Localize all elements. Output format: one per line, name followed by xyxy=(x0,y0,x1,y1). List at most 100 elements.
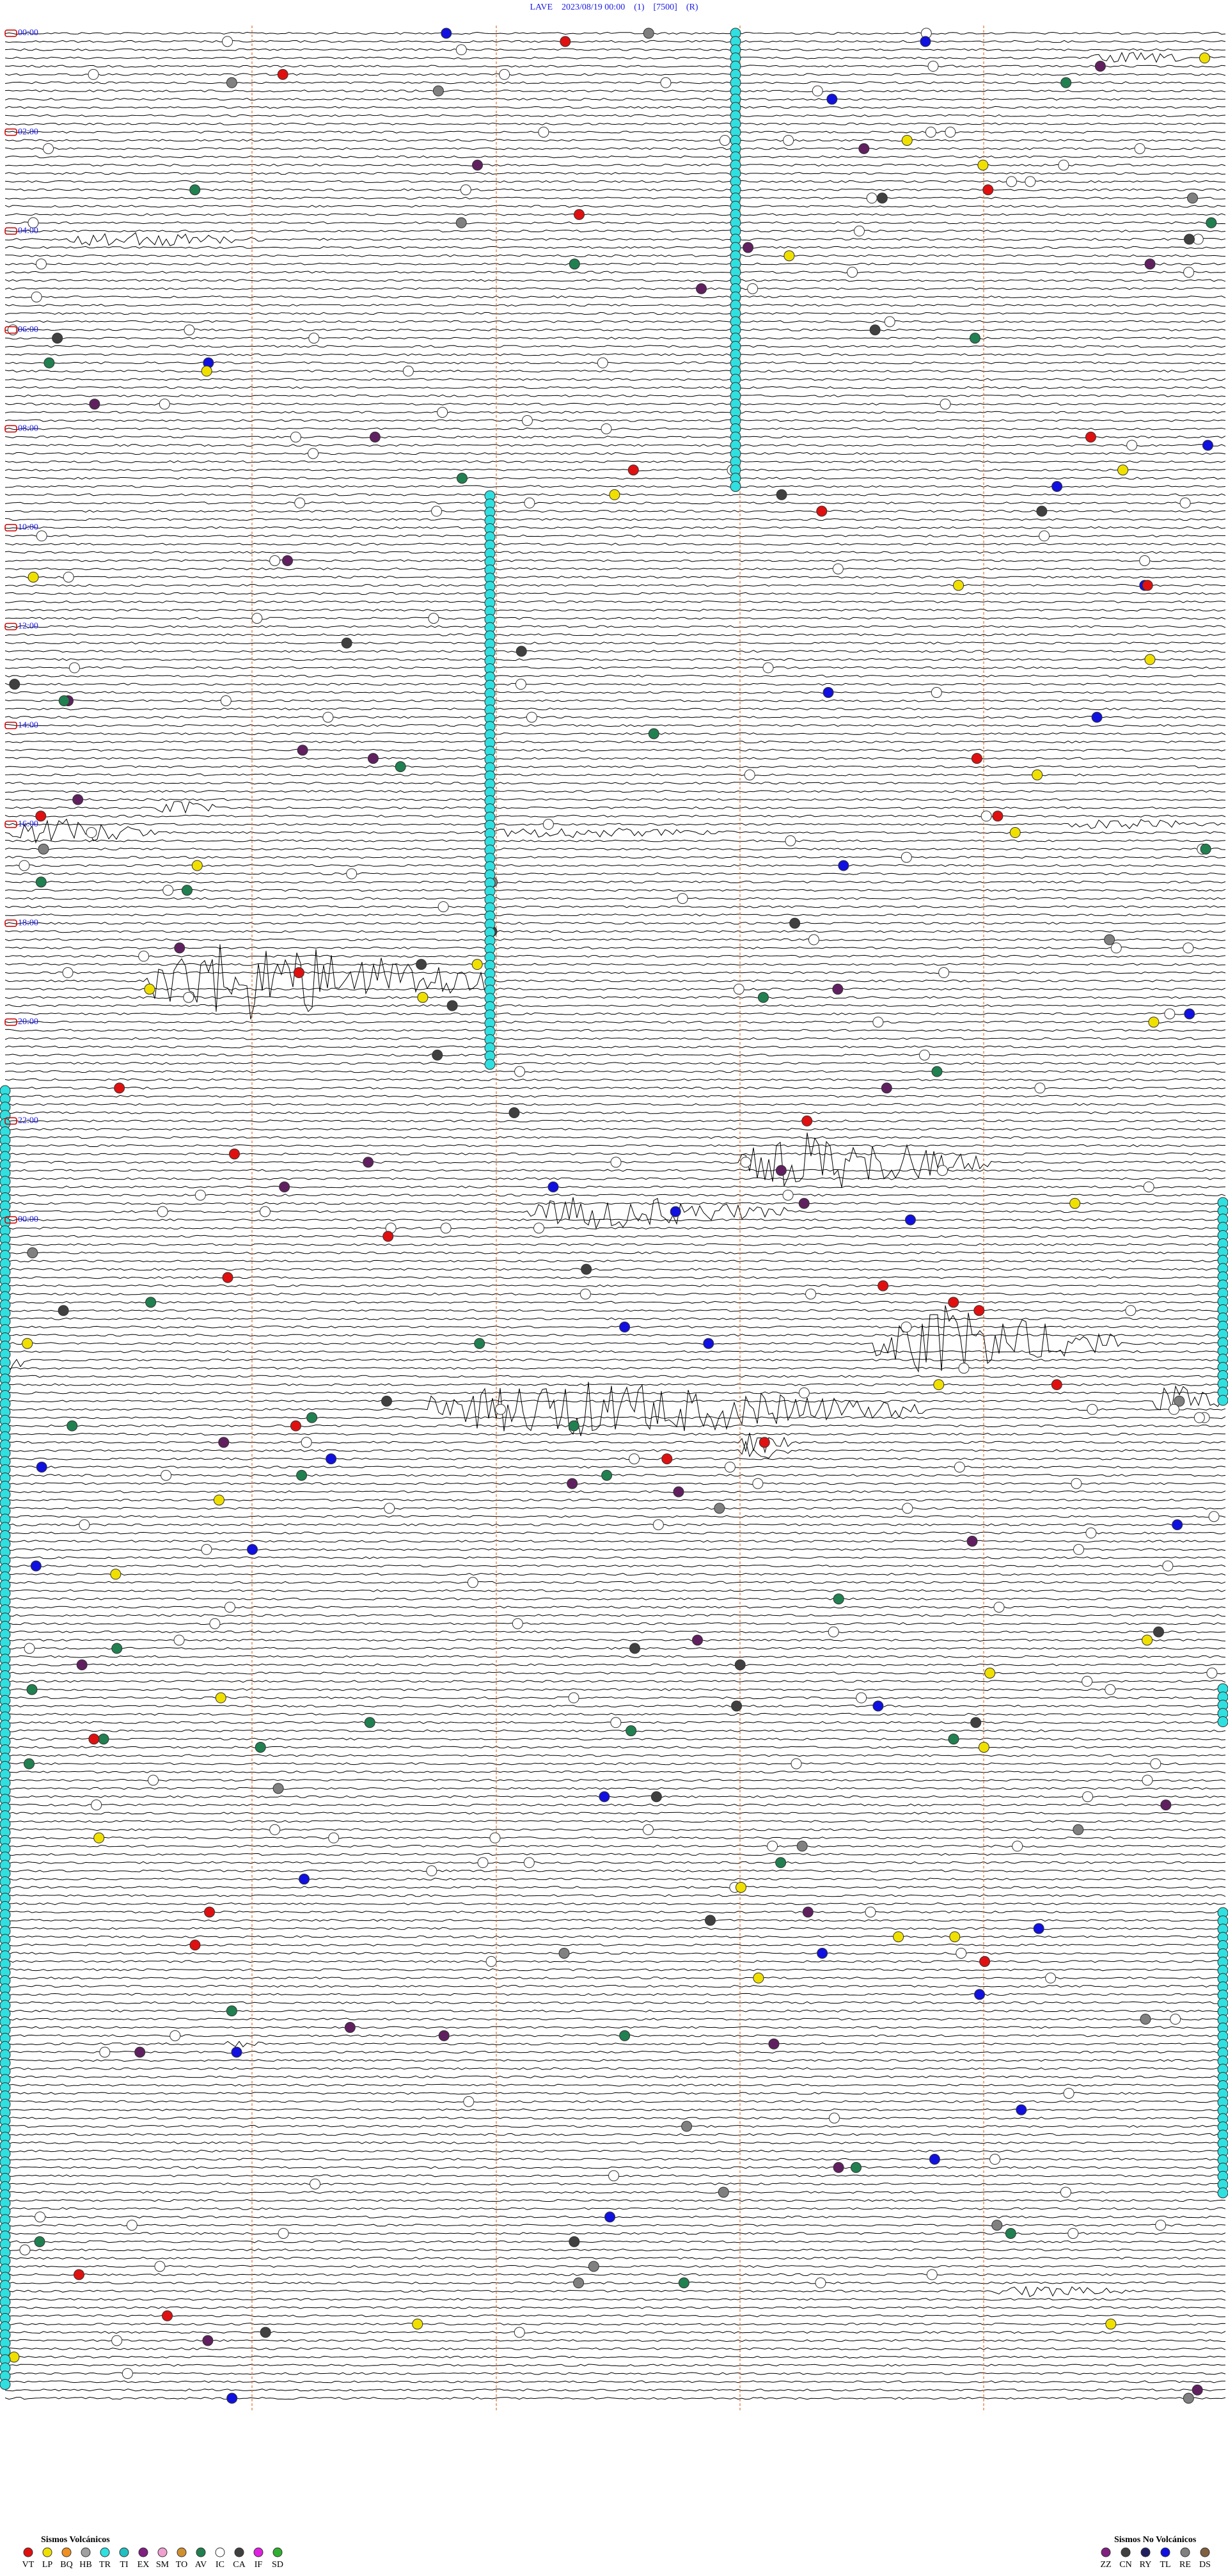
trace xyxy=(4,1194,1226,1197)
trace xyxy=(4,1564,1226,1568)
event-marker xyxy=(642,1824,654,1835)
trace xyxy=(4,287,1226,290)
trace xyxy=(4,353,1226,356)
legend-code: HB xyxy=(79,2560,91,2570)
event-marker xyxy=(973,1305,985,1316)
trace xyxy=(4,1037,1226,1040)
trace xyxy=(4,1284,1226,1288)
trace xyxy=(4,2050,1226,2054)
event-marker xyxy=(599,1791,610,1803)
trace xyxy=(4,542,1226,546)
trace xyxy=(4,2149,1226,2153)
legend-swatch xyxy=(234,2547,244,2557)
trace xyxy=(4,1795,1226,1798)
trace xyxy=(4,1268,1226,1271)
event-marker xyxy=(881,1082,892,1094)
event-marker xyxy=(1200,843,1211,855)
event-marker xyxy=(384,1503,395,1514)
event-marker xyxy=(174,942,185,954)
event-marker xyxy=(604,2211,616,2223)
trace xyxy=(4,1581,1226,1584)
trace xyxy=(4,303,1225,307)
trace xyxy=(4,1680,1226,1683)
event-marker xyxy=(661,1453,673,1465)
event-marker xyxy=(718,2186,729,2198)
trace xyxy=(4,2190,1226,2194)
event-marker xyxy=(1069,1197,1081,1209)
event-marker xyxy=(678,2277,689,2289)
legend-swatch xyxy=(42,2547,52,2557)
event-marker xyxy=(1033,1923,1044,1934)
event-marker xyxy=(1009,827,1021,839)
trace xyxy=(4,2100,1226,2103)
trace xyxy=(4,1762,1226,1766)
event-marker xyxy=(920,36,931,47)
event-marker xyxy=(901,1321,912,1332)
trace xyxy=(4,567,1226,571)
event-marker xyxy=(753,1972,764,1984)
trace xyxy=(4,1144,1226,1148)
event-marker xyxy=(89,399,100,410)
event-marker xyxy=(734,1659,746,1671)
event-marker xyxy=(231,2046,242,2058)
event-marker xyxy=(878,1280,889,1292)
trace xyxy=(4,1366,1226,1370)
event-marker xyxy=(940,399,951,410)
event-marker xyxy=(1192,2384,1203,2396)
trace xyxy=(4,2034,1226,2037)
event-marker xyxy=(767,1840,778,1852)
event-marker xyxy=(440,1222,452,1234)
legend-code: AV xyxy=(195,2560,207,2570)
event-marker xyxy=(43,143,54,154)
trace xyxy=(4,1993,1226,1996)
event-marker xyxy=(953,580,964,591)
trace xyxy=(4,929,1226,933)
event-marker xyxy=(63,571,74,583)
trace xyxy=(4,526,1226,530)
event-marker xyxy=(740,1157,752,1168)
trace xyxy=(4,2083,1226,2087)
trace xyxy=(4,171,1226,175)
event-marker xyxy=(204,1906,216,1918)
trace xyxy=(4,1943,1226,1947)
trace xyxy=(4,1803,1226,1806)
trace xyxy=(4,633,1226,636)
event-marker xyxy=(138,951,150,962)
trace xyxy=(4,2314,1226,2318)
event-marker xyxy=(34,2236,45,2247)
trace xyxy=(4,518,1226,521)
event-marker xyxy=(247,1544,258,1555)
trace xyxy=(4,674,1226,677)
event-marker xyxy=(579,1288,591,1300)
trace xyxy=(4,848,1226,851)
event-marker xyxy=(189,184,201,196)
event-marker xyxy=(145,1297,157,1308)
trace xyxy=(4,1696,1226,1700)
legend-code: SD xyxy=(272,2560,283,2570)
trace xyxy=(4,1062,1226,1065)
time-marker xyxy=(4,524,17,532)
trace xyxy=(4,1770,1226,1774)
trace xyxy=(4,740,1226,743)
event-marker xyxy=(919,1049,931,1061)
trace xyxy=(4,880,1226,883)
event-marker xyxy=(610,1157,622,1168)
event-marker xyxy=(1183,267,1195,278)
trace xyxy=(4,1671,1226,1675)
event-marker xyxy=(805,1288,817,1300)
event-marker xyxy=(1179,497,1191,509)
legend-swatch xyxy=(177,2547,187,2557)
trace xyxy=(4,1844,1226,1848)
event-marker xyxy=(791,1758,802,1769)
time-label: 00:00 xyxy=(18,28,38,38)
event-marker xyxy=(86,827,97,839)
event-marker xyxy=(290,1420,301,1432)
event-marker xyxy=(1143,1181,1154,1192)
trace xyxy=(4,196,1226,200)
trace xyxy=(4,2355,1226,2359)
event-marker xyxy=(19,860,30,871)
event-marker xyxy=(982,184,994,196)
legend-code: IC xyxy=(216,2560,224,2570)
trace xyxy=(4,819,1226,829)
